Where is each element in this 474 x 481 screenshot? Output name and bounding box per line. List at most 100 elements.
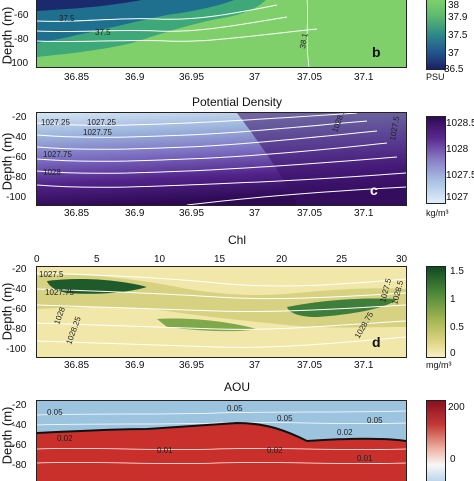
salinity-field: 37.5 37.5 38.1 bbox=[37, 0, 406, 67]
contour-line bbox=[37, 320, 406, 330]
contour-line bbox=[37, 16, 288, 33]
top-tick: 15 bbox=[214, 254, 226, 265]
contour-line bbox=[37, 172, 406, 188]
contour-label: 1027.25 bbox=[41, 118, 70, 127]
top-tick: 5 bbox=[94, 254, 100, 265]
y-tick: -80 bbox=[12, 460, 27, 471]
contour-label: 1027.25 bbox=[87, 118, 116, 127]
colorbar-unit: PSU bbox=[426, 72, 445, 82]
contour-label: 0.02 bbox=[57, 434, 73, 443]
x-tick: 36.95 bbox=[179, 208, 205, 219]
colorbar-tick: 37.9 bbox=[448, 12, 468, 23]
panel-letter: c bbox=[370, 182, 378, 198]
colorbar-tick: 1028 bbox=[446, 144, 469, 155]
zero-contour bbox=[37, 421, 406, 443]
colorbar-density bbox=[426, 116, 446, 204]
colorbar-tick: 0 bbox=[450, 454, 456, 465]
x-tick: 36.85 bbox=[64, 208, 90, 219]
heatmap-density: 1027.25 1027.25 1027.75 1027.75 1028 102… bbox=[36, 112, 407, 206]
colorbar-tick: 200 bbox=[448, 402, 465, 413]
y-tick: -100 bbox=[6, 192, 27, 203]
x-tick: 37.05 bbox=[297, 72, 323, 83]
y-tick: -80 bbox=[12, 324, 27, 335]
x-tick: 37.05 bbox=[297, 360, 323, 371]
colorbar-tick: 1027.5 bbox=[446, 170, 474, 181]
x-tick: 37.05 bbox=[297, 208, 323, 219]
heatmap-aou: 0.05 0.05 0.05 0.02 0.01 0.05 0.02 0.02 … bbox=[36, 400, 407, 481]
y-tick: -80 bbox=[12, 172, 27, 183]
colorbar-tick: 36.5 bbox=[444, 64, 464, 75]
y-axis-label: Depth (m) bbox=[0, 406, 15, 465]
contour-line bbox=[37, 142, 388, 162]
density-field: 1027.25 1027.25 1027.75 1027.75 1028 102… bbox=[37, 113, 406, 205]
colorbar-tick: 1.5 bbox=[450, 266, 464, 277]
contour-line bbox=[37, 130, 378, 150]
contour-label: 1027.75 bbox=[45, 288, 74, 297]
x-tick: 37 bbox=[249, 360, 261, 371]
contour-line bbox=[186, 186, 406, 205]
heatmap-salinity: 37.5 37.5 38.1 bbox=[36, 0, 407, 68]
contour-line bbox=[37, 4, 278, 22]
y-axis-label: Depth (m) bbox=[0, 6, 15, 65]
contour-line bbox=[37, 410, 406, 416]
top-tick: 0 bbox=[34, 254, 40, 265]
contour-label: 1028 bbox=[43, 168, 61, 177]
x-tick: 36.9 bbox=[125, 72, 145, 83]
contour-label: 0.05 bbox=[227, 404, 243, 413]
y-tick: -100 bbox=[6, 344, 27, 355]
panel-aou: Depth (m) 0.05 0.05 0.05 0.02 0.01 0.05 … bbox=[0, 396, 474, 481]
contour-line bbox=[37, 304, 406, 313]
colorbar-tick: 1027 bbox=[446, 192, 469, 203]
contour-line bbox=[37, 156, 398, 174]
colorbar-unit: mg/m³ bbox=[426, 360, 452, 370]
panel-title: Chl bbox=[227, 233, 246, 247]
x-tick: 36.9 bbox=[125, 360, 145, 371]
contour-label: 38.1 bbox=[298, 32, 310, 49]
contour-line bbox=[37, 113, 358, 126]
x-tick: 36.9 bbox=[125, 208, 145, 219]
colorbar-tick: 38 bbox=[448, 0, 460, 11]
contour-line bbox=[306, 0, 310, 67]
x-tick: 37 bbox=[249, 72, 261, 83]
aou-field: 0.05 0.05 0.05 0.02 0.01 0.05 0.02 0.02 … bbox=[37, 401, 406, 481]
colorbar-chl bbox=[426, 266, 446, 358]
contour-label: 0.05 bbox=[277, 414, 293, 423]
panel-title: Potential Density bbox=[191, 95, 283, 109]
top-tick: 10 bbox=[154, 254, 166, 265]
colorbar-tick: 37 bbox=[448, 48, 460, 59]
x-tick: 36.95 bbox=[179, 360, 205, 371]
contour-line bbox=[37, 448, 406, 450]
y-tick: -40 bbox=[12, 284, 27, 295]
aou-negative bbox=[37, 401, 406, 441]
colorbar-unit: kg/m³ bbox=[426, 208, 449, 218]
panel-chl: 0 5 10 15 20 25 30 Depth (m) 1027.5 1027… bbox=[0, 254, 474, 374]
contour-label: 0.05 bbox=[367, 416, 383, 425]
y-tick: -80 bbox=[14, 34, 29, 45]
contour-label: 0.01 bbox=[157, 446, 173, 455]
contour-label: 37.5 bbox=[95, 28, 111, 37]
contour-line bbox=[37, 336, 406, 348]
y-tick: -100 bbox=[8, 58, 29, 69]
y-tick: -40 bbox=[12, 132, 27, 143]
colorbar-tick: 1 bbox=[450, 294, 456, 305]
salinity-low bbox=[37, 0, 235, 43]
x-tick: 37.1 bbox=[354, 208, 374, 219]
contour-label: 0.01 bbox=[357, 454, 373, 463]
x-tick: 36.85 bbox=[64, 360, 90, 371]
y-tick: -60 bbox=[12, 152, 27, 163]
chl-max-right bbox=[287, 298, 397, 317]
colorbar-aou bbox=[426, 400, 446, 481]
contour-line bbox=[37, 422, 406, 426]
chl-field: 1027.5 1027.75 1028 1028.25 1027.5 1028.… bbox=[37, 267, 406, 357]
contour-label: 0.05 bbox=[47, 408, 63, 417]
x-tick: 37 bbox=[249, 208, 261, 219]
contour-label: 0.02 bbox=[267, 446, 283, 455]
contour-line bbox=[37, 288, 406, 300]
top-tick: 20 bbox=[276, 254, 288, 265]
colorbar-tick: 0 bbox=[450, 348, 456, 359]
top-tick: 25 bbox=[336, 254, 348, 265]
contour-line bbox=[37, 120, 368, 138]
contour-label: 0.02 bbox=[337, 428, 353, 437]
top-tick: 30 bbox=[396, 254, 408, 265]
x-tick: 37.1 bbox=[354, 72, 374, 83]
